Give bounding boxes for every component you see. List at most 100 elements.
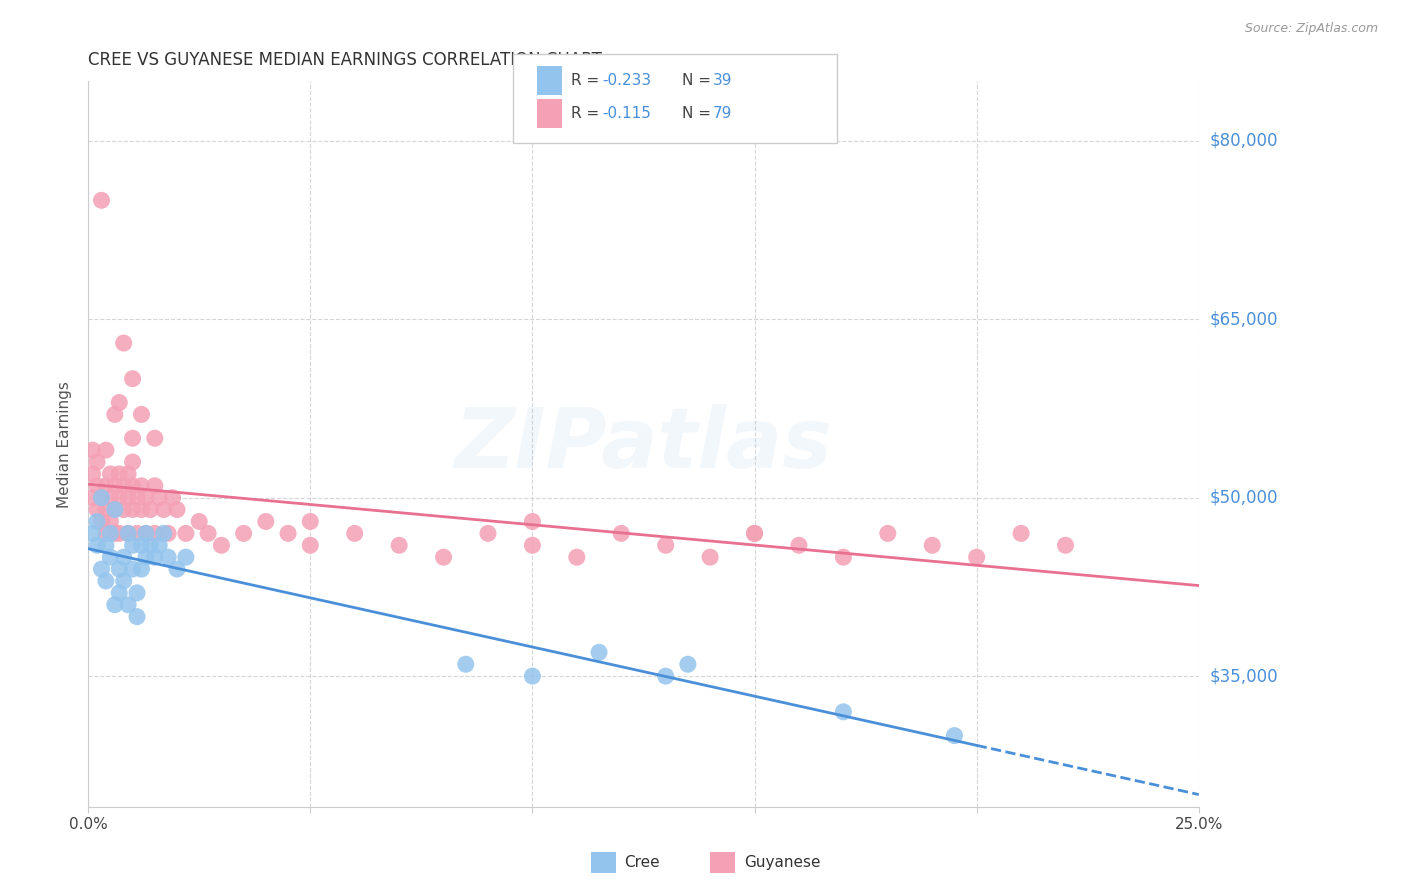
Point (209, 538, 232, 552)
Point (162, 491, 184, 505)
Point (121, 372, 143, 386)
Point (135, 491, 157, 505)
Point (152, 526, 174, 541)
Point (82, 443, 104, 458)
Point (135, 526, 157, 541)
Point (117, 598, 139, 612)
Point (98, 467, 121, 481)
Point (112, 479, 135, 493)
Point (832, 550, 855, 565)
Text: N =: N = (682, 106, 716, 120)
Text: -0.233: -0.233 (602, 73, 651, 87)
Point (104, 598, 127, 612)
Point (131, 479, 153, 493)
Point (388, 538, 411, 552)
Point (654, 669, 676, 683)
Point (477, 526, 499, 541)
Point (117, 526, 139, 541)
Point (112, 550, 135, 565)
Point (94, 443, 117, 458)
Point (966, 550, 988, 565)
Text: Guyanese: Guyanese (744, 855, 820, 870)
Point (104, 502, 127, 516)
Point (744, 526, 766, 541)
Point (108, 526, 131, 541)
Point (343, 526, 366, 541)
Y-axis label: Median Earnings: Median Earnings (58, 381, 72, 508)
Point (676, 657, 699, 672)
Point (188, 515, 211, 529)
Point (94, 526, 117, 541)
Point (148, 538, 170, 552)
Point (86, 515, 108, 529)
Point (143, 479, 166, 493)
Text: $65,000: $65,000 (1211, 310, 1278, 328)
Text: R =: R = (571, 106, 605, 120)
Point (90, 491, 112, 505)
Point (787, 538, 810, 552)
Text: ZIPatlas: ZIPatlas (454, 404, 832, 484)
Point (125, 491, 148, 505)
Point (86, 479, 108, 493)
Point (832, 705, 855, 719)
Point (121, 431, 143, 445)
Point (131, 538, 153, 552)
Point (654, 538, 676, 552)
Point (108, 467, 131, 481)
Point (125, 586, 148, 600)
Point (299, 515, 322, 529)
Point (139, 502, 162, 516)
Point (143, 526, 166, 541)
Point (143, 431, 166, 445)
Point (254, 515, 277, 529)
Point (108, 395, 131, 409)
Point (104, 502, 127, 516)
Text: 39: 39 (713, 73, 733, 87)
Point (744, 526, 766, 541)
Point (104, 479, 127, 493)
Text: -0.115: -0.115 (602, 106, 651, 120)
Point (82, 491, 104, 505)
Point (90, 562, 112, 576)
Text: $35,000: $35,000 (1211, 667, 1278, 685)
Point (98, 526, 121, 541)
Point (98, 491, 121, 505)
Point (112, 502, 135, 516)
Point (197, 526, 219, 541)
Text: N =: N = (682, 73, 716, 87)
Point (610, 526, 633, 541)
Point (112, 574, 135, 588)
Point (117, 467, 139, 481)
Text: $50,000: $50,000 (1211, 489, 1278, 507)
Point (121, 538, 143, 552)
Point (152, 502, 174, 516)
Point (125, 526, 148, 541)
Point (299, 538, 322, 552)
Point (131, 562, 153, 576)
Point (1010, 526, 1032, 541)
Point (117, 526, 139, 541)
Point (588, 645, 610, 659)
Point (94, 479, 117, 493)
Point (90, 491, 112, 505)
Point (94, 502, 117, 516)
Text: CREE VS GUYANESE MEDIAN EARNINGS CORRELATION CHART: CREE VS GUYANESE MEDIAN EARNINGS CORRELA… (89, 51, 602, 69)
Point (112, 336, 135, 351)
Point (104, 408, 127, 422)
Point (86, 502, 108, 516)
Point (943, 729, 966, 743)
Point (108, 562, 131, 576)
Point (565, 550, 588, 565)
Point (166, 502, 188, 516)
Point (522, 538, 544, 552)
Point (143, 550, 166, 565)
Point (94, 538, 117, 552)
Point (1054, 538, 1077, 552)
Point (98, 550, 121, 565)
Point (454, 657, 477, 672)
Point (876, 526, 898, 541)
Text: Cree: Cree (624, 855, 659, 870)
Text: R =: R = (571, 73, 605, 87)
Point (121, 455, 143, 469)
Point (90, 515, 112, 529)
